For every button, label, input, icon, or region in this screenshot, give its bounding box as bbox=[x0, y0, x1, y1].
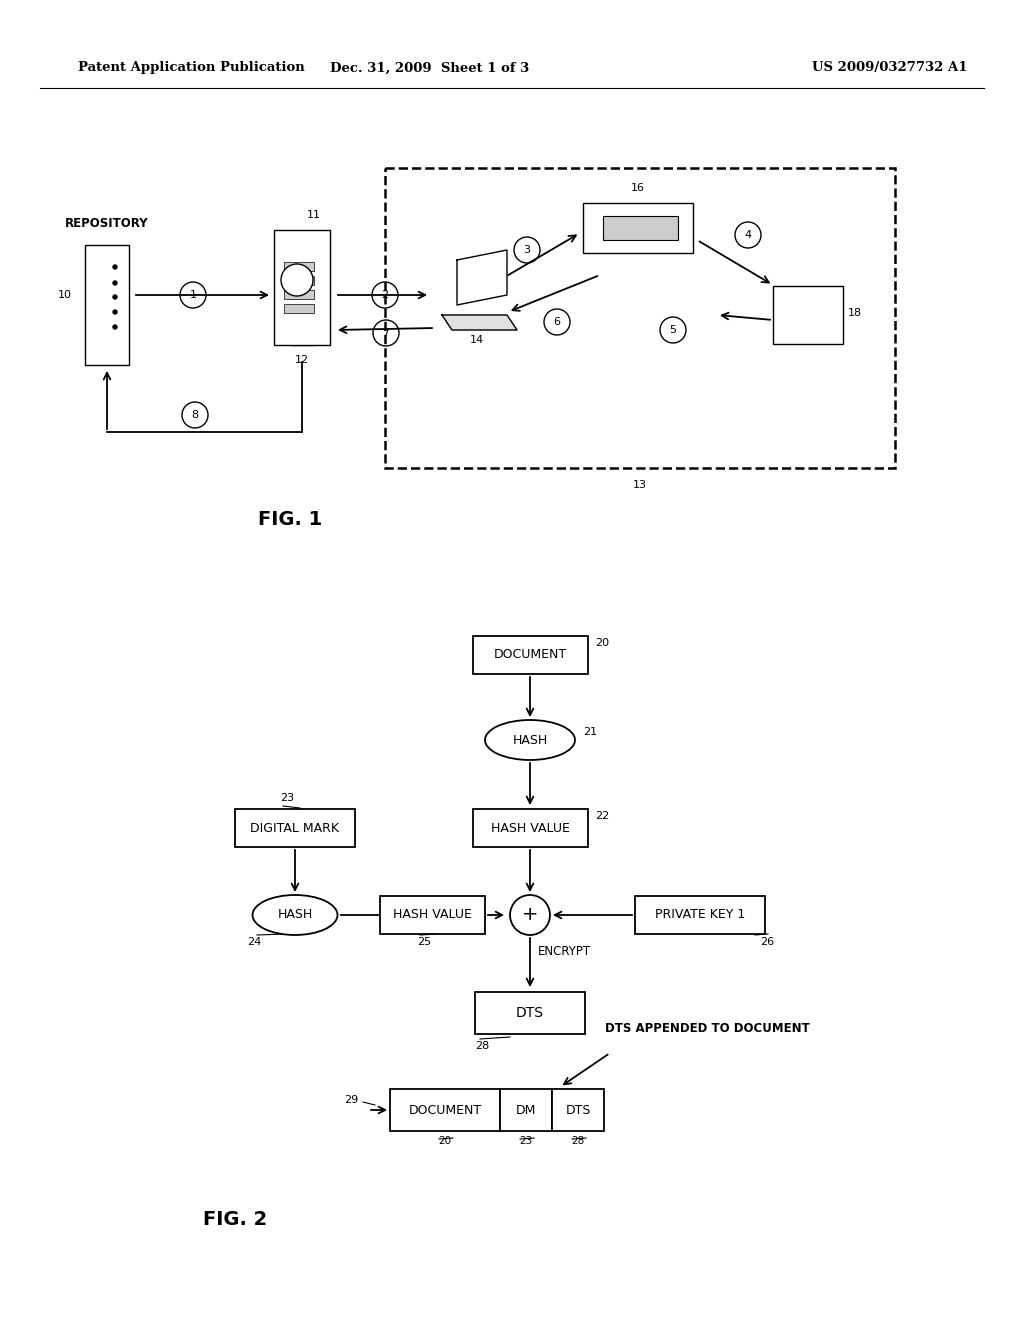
Text: DM: DM bbox=[516, 1104, 537, 1117]
Polygon shape bbox=[442, 315, 517, 330]
Bar bbox=[472, 636, 588, 675]
Ellipse shape bbox=[485, 719, 575, 760]
Text: 20: 20 bbox=[438, 1137, 452, 1146]
Bar bbox=[284, 290, 314, 300]
Text: REPOSITORY: REPOSITORY bbox=[66, 216, 148, 230]
Text: Dec. 31, 2009  Sheet 1 of 3: Dec. 31, 2009 Sheet 1 of 3 bbox=[331, 62, 529, 74]
Text: DOCUMENT: DOCUMENT bbox=[494, 648, 566, 661]
Text: FIG. 2: FIG. 2 bbox=[203, 1210, 267, 1229]
Text: 20: 20 bbox=[595, 638, 609, 648]
Text: 21: 21 bbox=[583, 727, 597, 737]
Polygon shape bbox=[457, 249, 507, 305]
Text: 28: 28 bbox=[571, 1137, 585, 1146]
Bar bbox=[284, 276, 314, 285]
Text: HASH: HASH bbox=[278, 908, 312, 921]
Text: DTS APPENDED TO DOCUMENT: DTS APPENDED TO DOCUMENT bbox=[605, 1022, 810, 1035]
Text: 26: 26 bbox=[760, 937, 774, 946]
Circle shape bbox=[281, 264, 313, 296]
Circle shape bbox=[113, 294, 117, 300]
Text: 25: 25 bbox=[417, 937, 431, 946]
Text: 8: 8 bbox=[191, 411, 199, 420]
Bar bbox=[284, 261, 314, 271]
Text: 13: 13 bbox=[633, 480, 647, 490]
Text: DTS: DTS bbox=[516, 1006, 544, 1020]
Text: HASH: HASH bbox=[512, 734, 548, 747]
Circle shape bbox=[510, 895, 550, 935]
Text: 24: 24 bbox=[247, 937, 261, 946]
Text: 7: 7 bbox=[382, 327, 389, 338]
Text: HASH VALUE: HASH VALUE bbox=[392, 908, 471, 921]
Ellipse shape bbox=[253, 895, 338, 935]
Text: US 2009/0327732 A1: US 2009/0327732 A1 bbox=[812, 62, 968, 74]
Text: DOCUMENT: DOCUMENT bbox=[409, 1104, 481, 1117]
Bar bbox=[85, 246, 129, 366]
Text: 3: 3 bbox=[523, 246, 530, 255]
Bar bbox=[234, 809, 355, 847]
Text: 1: 1 bbox=[189, 290, 197, 300]
Text: DIGITAL MARK: DIGITAL MARK bbox=[251, 821, 340, 834]
Text: 23: 23 bbox=[280, 793, 294, 803]
Bar bbox=[500, 1089, 552, 1131]
Bar bbox=[603, 216, 678, 240]
Bar bbox=[284, 304, 314, 313]
Text: 10: 10 bbox=[58, 290, 72, 300]
Bar bbox=[274, 230, 330, 345]
Text: 12: 12 bbox=[295, 355, 309, 366]
Text: DTS: DTS bbox=[565, 1104, 591, 1117]
Text: ENCRYPT: ENCRYPT bbox=[538, 945, 591, 958]
Bar bbox=[380, 896, 484, 935]
Text: Patent Application Publication: Patent Application Publication bbox=[78, 62, 305, 74]
Text: 28: 28 bbox=[475, 1041, 489, 1051]
Text: 16: 16 bbox=[631, 183, 645, 193]
Text: 23: 23 bbox=[519, 1137, 532, 1146]
Circle shape bbox=[113, 310, 117, 314]
Circle shape bbox=[113, 281, 117, 285]
Circle shape bbox=[113, 325, 117, 329]
Bar bbox=[475, 993, 585, 1034]
Text: +: + bbox=[522, 906, 539, 924]
Text: 22: 22 bbox=[595, 810, 609, 821]
Text: PRIVATE KEY 1: PRIVATE KEY 1 bbox=[655, 908, 745, 921]
Text: 5: 5 bbox=[670, 325, 677, 335]
Text: 29: 29 bbox=[344, 1096, 358, 1105]
Text: 18: 18 bbox=[848, 308, 862, 318]
Text: 11: 11 bbox=[307, 210, 321, 220]
Text: 6: 6 bbox=[554, 317, 560, 327]
Bar bbox=[552, 1089, 604, 1131]
Text: 4: 4 bbox=[744, 230, 752, 240]
Circle shape bbox=[113, 265, 117, 269]
Text: FIG. 1: FIG. 1 bbox=[258, 510, 323, 529]
Text: HASH VALUE: HASH VALUE bbox=[490, 821, 569, 834]
Bar bbox=[385, 168, 895, 469]
Bar bbox=[390, 1089, 500, 1131]
Bar bbox=[773, 286, 843, 345]
Bar bbox=[635, 896, 765, 935]
Bar bbox=[472, 809, 588, 847]
Text: 14: 14 bbox=[470, 335, 484, 345]
Bar bbox=[583, 203, 693, 253]
Text: 2: 2 bbox=[381, 290, 388, 300]
